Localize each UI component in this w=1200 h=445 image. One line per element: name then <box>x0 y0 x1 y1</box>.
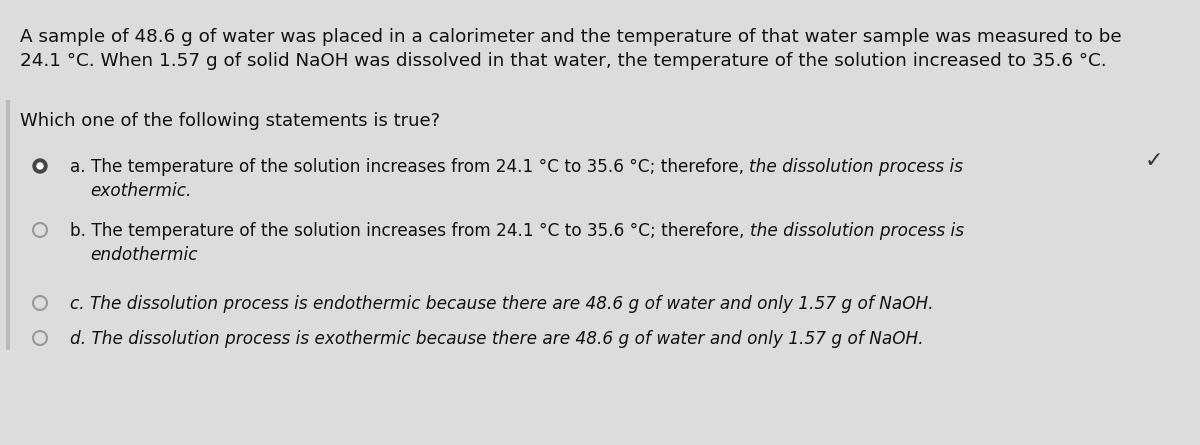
Text: a. The temperature of the solution increases from 24.1 °C to 35.6 °C; therefore,: a. The temperature of the solution incre… <box>70 158 749 176</box>
Text: Which one of the following statements is true?: Which one of the following statements is… <box>20 112 440 130</box>
Text: endothermic: endothermic <box>90 246 198 264</box>
Text: A sample of 48.6 g of water was placed in a calorimeter and the temperature of t: A sample of 48.6 g of water was placed i… <box>20 28 1122 46</box>
Text: c. The dissolution process is endothermic because there are 48.6 g of water and : c. The dissolution process is endothermi… <box>70 295 934 313</box>
Text: exothermic.: exothermic. <box>90 182 191 200</box>
Text: ✓: ✓ <box>1145 151 1164 171</box>
Text: the dissolution process is: the dissolution process is <box>750 222 964 240</box>
Circle shape <box>37 163 43 169</box>
Text: the dissolution process is: the dissolution process is <box>749 158 964 176</box>
Text: d. The dissolution process is exothermic because there are 48.6 g of water and o: d. The dissolution process is exothermic… <box>70 330 924 348</box>
Circle shape <box>34 159 47 173</box>
Text: 24.1 °C. When 1.57 g of solid NaOH was dissolved in that water, the temperature : 24.1 °C. When 1.57 g of solid NaOH was d… <box>20 52 1106 70</box>
Text: b. The temperature of the solution increases from 24.1 °C to 35.6 °C; therefore,: b. The temperature of the solution incre… <box>70 222 750 240</box>
